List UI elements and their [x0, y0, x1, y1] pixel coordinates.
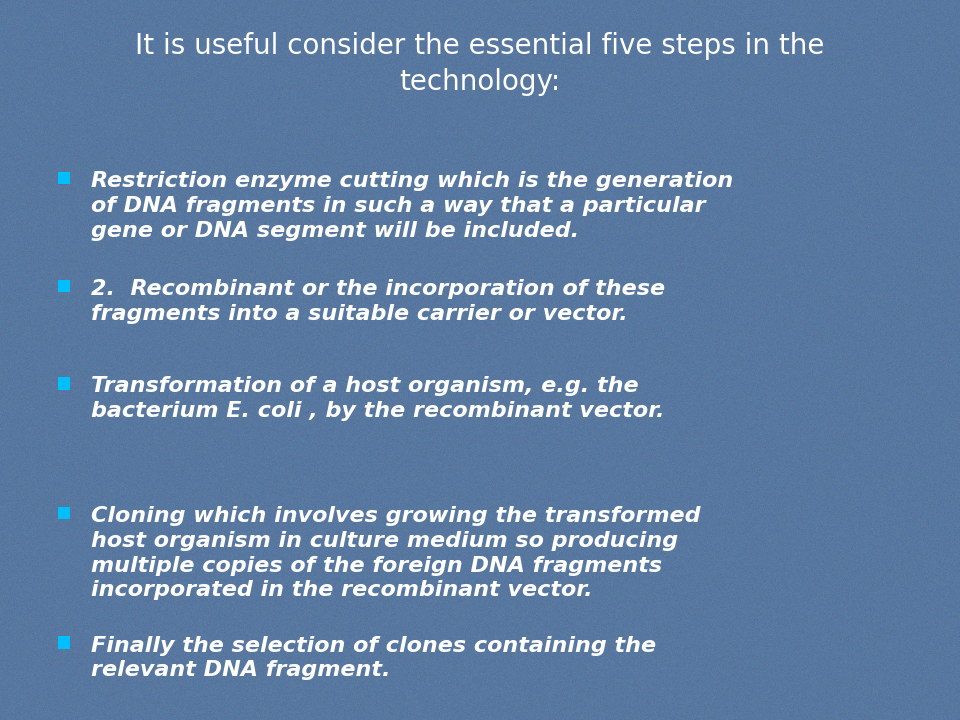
FancyBboxPatch shape	[58, 280, 70, 292]
Text: Cloning which involves growing the transformed
host organism in culture medium s: Cloning which involves growing the trans…	[91, 506, 701, 600]
FancyBboxPatch shape	[58, 377, 70, 390]
Text: Finally the selection of clones containing the
relevant DNA fragment.: Finally the selection of clones containi…	[91, 636, 657, 680]
Text: It is useful consider the essential five steps in the
technology:: It is useful consider the essential five…	[135, 32, 825, 96]
Text: Transformation of a host organism, e.g. the
bacterium E. coli , by the recombina: Transformation of a host organism, e.g. …	[91, 377, 664, 421]
FancyBboxPatch shape	[58, 636, 70, 649]
FancyBboxPatch shape	[58, 507, 70, 519]
FancyBboxPatch shape	[58, 172, 70, 184]
Text: Restriction enzyme cutting which is the generation
of DNA fragments in such a wa: Restriction enzyme cutting which is the …	[91, 171, 733, 240]
Text: 2.  Recombinant or the incorporation of these
fragments into a suitable carrier : 2. Recombinant or the incorporation of t…	[91, 279, 665, 324]
